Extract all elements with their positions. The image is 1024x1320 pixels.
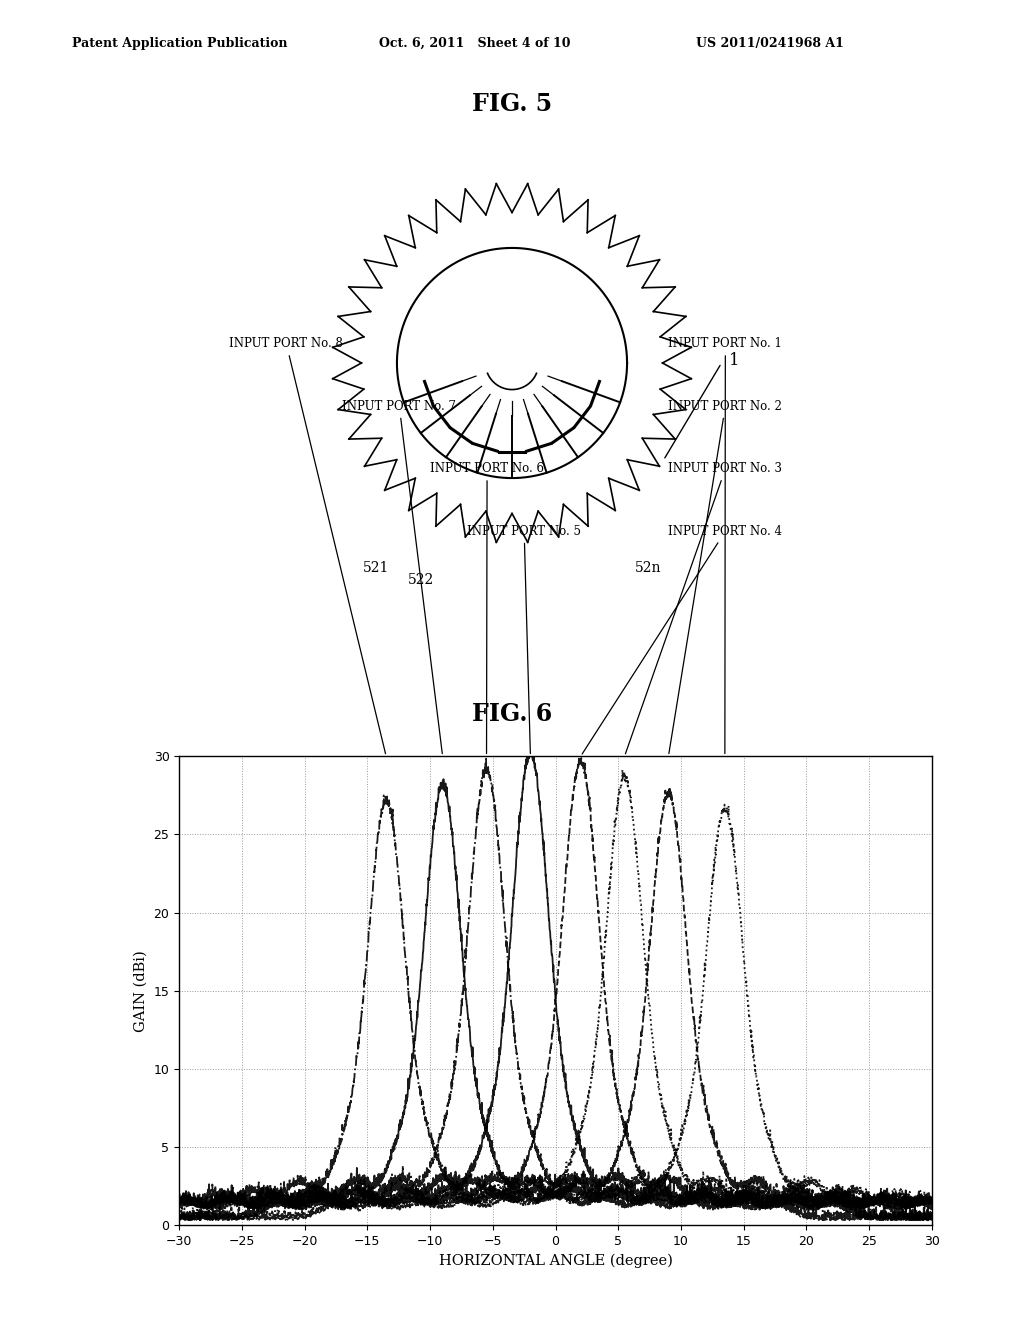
Y-axis label: GAIN (dBi): GAIN (dBi) [134,950,148,1031]
Text: INPUT PORT No. 5: INPUT PORT No. 5 [467,524,582,754]
Text: 1: 1 [729,351,739,368]
Text: INPUT PORT No. 8: INPUT PORT No. 8 [229,337,385,754]
Text: US 2011/0241968 A1: US 2011/0241968 A1 [696,37,844,50]
Text: 522: 522 [408,573,433,587]
Text: 52n: 52n [635,561,660,576]
Text: FIG. 5: FIG. 5 [472,92,552,116]
Text: Oct. 6, 2011   Sheet 4 of 10: Oct. 6, 2011 Sheet 4 of 10 [379,37,570,50]
Text: INPUT PORT No. 6: INPUT PORT No. 6 [430,462,544,754]
Text: FIG. 6: FIG. 6 [472,702,552,726]
X-axis label: HORIZONTAL ANGLE (degree): HORIZONTAL ANGLE (degree) [438,1253,673,1267]
Text: INPUT PORT No. 2: INPUT PORT No. 2 [669,400,782,754]
Text: 521: 521 [364,561,389,576]
Text: INPUT PORT No. 4: INPUT PORT No. 4 [582,524,782,754]
Text: Patent Application Publication: Patent Application Publication [72,37,287,50]
Text: INPUT PORT No. 3: INPUT PORT No. 3 [626,462,782,754]
Text: INPUT PORT No. 7: INPUT PORT No. 7 [342,400,457,754]
Text: INPUT PORT No. 1: INPUT PORT No. 1 [669,337,782,754]
